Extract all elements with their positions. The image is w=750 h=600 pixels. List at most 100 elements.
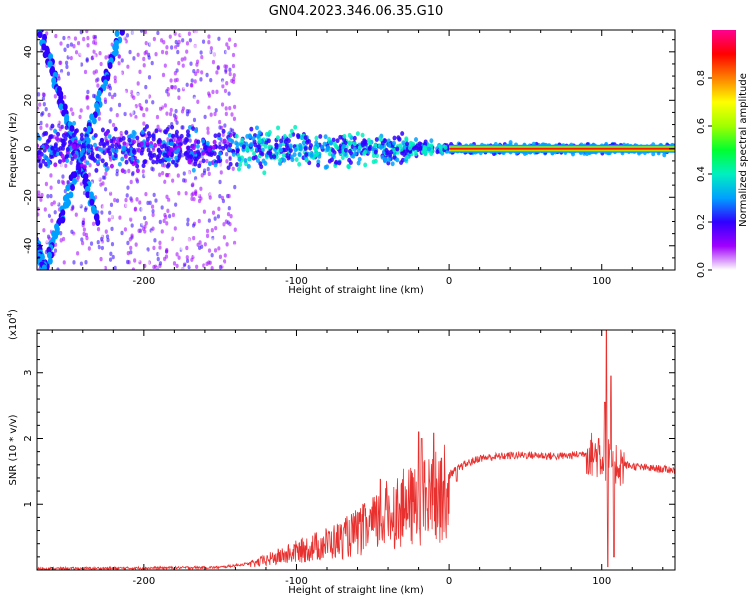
heatmap-cell [347,148,352,154]
heatmap-cell [69,160,73,166]
heatmap-cell [196,30,201,34]
heatmap-cell [123,154,128,159]
heatmap-cell [85,185,91,193]
heatmap-cell [136,92,140,98]
heatmap-cell [74,212,78,217]
heatmap-cell [55,151,60,157]
heatmap-cell [224,106,228,111]
heatmap-cell [206,56,210,61]
heatmap-cell [356,148,361,154]
heatmap-cell [136,81,140,86]
heatmap-cell [95,159,100,165]
heatmap-cell [222,164,226,169]
heatmap-cell [129,245,133,251]
heatmap-cell [145,136,150,142]
heatmap-cell [227,193,231,199]
heatmap-cell [102,249,106,254]
heatmap-cell [44,131,49,136]
heatmap-cell [76,40,81,46]
heatmap-cell [171,202,175,208]
heatmap-cell [198,240,202,245]
heatmap-cell [401,140,406,146]
heatmap-cell [112,43,118,51]
ytick-label: 20 [23,94,34,107]
heatmap-cell [226,165,231,171]
heatmap-cell [135,135,140,141]
heatmap-cell [223,123,227,128]
heatmap-cell [53,94,57,99]
heatmap-cell [149,143,154,149]
heatmap-cell [303,146,308,151]
heatmap-cell [269,154,274,159]
heatmap-cell [25,217,30,224]
heatmap-cell [100,210,104,215]
heatmap-cell [56,147,61,153]
heatmap-cell [67,37,71,43]
heatmap-cell [207,105,211,110]
heatmap-cell [207,45,211,50]
heatmap-cell [234,133,239,139]
heatmap-cell [66,43,70,49]
heatmap-cell [54,33,58,39]
heatmap-cell [85,160,90,166]
heatmap-cell [207,49,211,54]
heatmap-cell [165,221,169,226]
heatmap-cell [87,256,91,261]
heatmap-cell [142,63,146,68]
heatmap-cell [29,227,34,234]
heatmap-cell [186,221,190,227]
heatmap-cell [99,241,103,247]
heatmap-cell [134,242,138,247]
heatmap-cell [202,48,206,53]
heatmap-cell [90,66,94,71]
heatmap-cell [67,90,71,96]
heatmap-cell [315,151,320,157]
heatmap-cell [236,166,241,172]
heatmap-cell [77,62,82,67]
heatmap-cell [156,30,160,36]
heatmap-cell [57,34,61,39]
heatmap-cell [86,125,92,133]
heatmap-cell [191,191,195,196]
heatmap-cell [129,214,133,219]
heatmap-cell [130,70,134,75]
heatmap-cell [109,107,113,112]
heatmap-cell [95,245,99,251]
heatmap-cell [171,103,176,108]
heatmap-cell [83,126,88,132]
heatmap-cell [215,89,219,94]
heatmap-cell [192,260,196,265]
heatmap-cell [50,123,55,129]
heatmap-cell [167,197,171,203]
heatmap-cell [90,151,95,156]
heatmap-cell [59,41,63,46]
heatmap-cell [392,140,397,146]
heatmap-cell [405,141,410,147]
heatmap-cell [108,86,113,91]
heatmap-cell [195,143,200,149]
heatmap-cell [288,143,293,149]
heatmap-cell [139,212,143,218]
heatmap-cell [59,197,63,203]
heatmap-cell [113,265,117,270]
heatmap-cell [203,99,207,105]
heatmap-cell [181,226,185,231]
heatmap-cell [251,155,256,161]
heatmap-cell [120,168,125,174]
heatmap-cell [65,153,70,159]
heatmap-cell [402,145,407,150]
heatmap-cell [224,111,228,117]
heatmap-cell [151,208,155,214]
heatmap-cell [144,250,149,255]
heatmap-cell [201,150,206,156]
heatmap-cell [152,245,156,251]
heatmap-cell [148,124,152,129]
heatmap-cell [314,140,319,145]
heatmap-cell [180,57,184,62]
heatmap-cell [50,146,55,151]
heatmap-cell [158,172,162,177]
heatmap-cell [144,40,148,46]
heatmap-cell [210,266,214,270]
heatmap-cell [206,254,211,260]
heatmap-cell [132,95,136,100]
